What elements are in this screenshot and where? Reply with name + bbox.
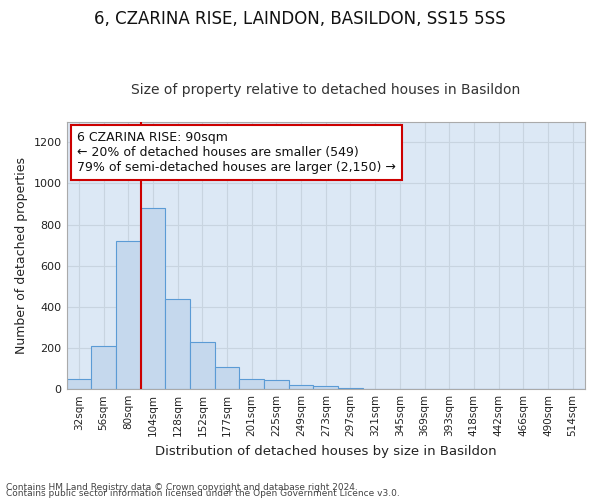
- Bar: [140, 208, 165, 389]
- Bar: [264, 380, 289, 389]
- Y-axis label: Number of detached properties: Number of detached properties: [15, 157, 28, 354]
- Text: Contains HM Land Registry data © Crown copyright and database right 2024.: Contains HM Land Registry data © Crown c…: [6, 484, 358, 492]
- Bar: [190, 342, 215, 389]
- Title: Size of property relative to detached houses in Basildon: Size of property relative to detached ho…: [131, 83, 520, 97]
- Bar: [338, 388, 363, 389]
- Bar: [91, 346, 116, 389]
- Text: 6, CZARINA RISE, LAINDON, BASILDON, SS15 5SS: 6, CZARINA RISE, LAINDON, BASILDON, SS15…: [94, 10, 506, 28]
- Text: 6 CZARINA RISE: 90sqm
← 20% of detached houses are smaller (549)
79% of semi-det: 6 CZARINA RISE: 90sqm ← 20% of detached …: [77, 131, 396, 174]
- Bar: [215, 366, 239, 389]
- Bar: [289, 385, 313, 389]
- Bar: [165, 298, 190, 389]
- Text: Contains public sector information licensed under the Open Government Licence v3: Contains public sector information licen…: [6, 490, 400, 498]
- X-axis label: Distribution of detached houses by size in Basildon: Distribution of detached houses by size …: [155, 444, 497, 458]
- Bar: [239, 379, 264, 389]
- Bar: [313, 386, 338, 389]
- Bar: [116, 241, 140, 389]
- Bar: [67, 379, 91, 389]
